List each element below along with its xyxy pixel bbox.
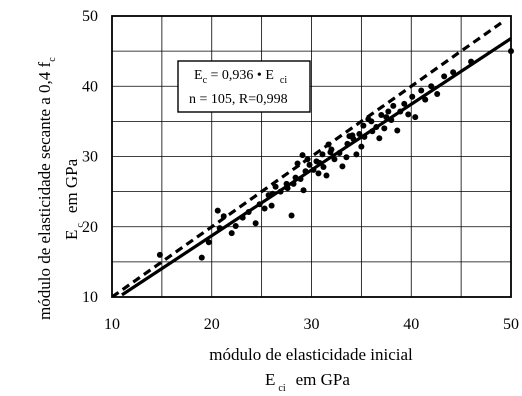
data-point: [205, 239, 212, 246]
data-point: [310, 166, 317, 173]
data-point: [428, 83, 435, 90]
data-point: [418, 87, 425, 94]
data-point: [412, 114, 419, 121]
data-point: [228, 230, 235, 237]
data-point: [327, 149, 334, 156]
y-tick-label: 30: [82, 149, 98, 166]
y-axis-unit-label: Ecem GPa: [62, 158, 86, 240]
data-point: [378, 112, 385, 119]
grid-lines: [112, 16, 511, 297]
y-tick-label: 40: [82, 78, 98, 95]
data-point: [394, 127, 401, 134]
data-point: [299, 152, 306, 159]
x-tick-label: 30: [304, 316, 320, 333]
data-point: [245, 208, 252, 215]
data-point: [261, 205, 268, 212]
data-point: [405, 111, 412, 118]
data-point: [313, 158, 320, 165]
data-point: [344, 140, 351, 147]
data-point: [319, 151, 326, 158]
data-point: [383, 114, 390, 121]
data-point: [376, 135, 383, 142]
data-point: [269, 190, 276, 197]
data-point: [369, 128, 376, 135]
data-point: [306, 161, 313, 168]
data-point: [294, 160, 301, 167]
data-point: [216, 225, 223, 232]
data-point: [388, 116, 395, 123]
x-tick-label: 20: [204, 316, 220, 333]
y-tick-label: 50: [82, 8, 98, 25]
data-point: [353, 151, 360, 158]
data-point: [232, 223, 239, 230]
data-point: [358, 143, 365, 150]
data-point: [390, 102, 397, 109]
data-points: [156, 48, 514, 261]
data-point: [220, 213, 227, 220]
data-point: [272, 183, 279, 190]
y-tick-label: 10: [82, 289, 98, 306]
x-tick-label: 40: [403, 316, 419, 333]
y-axis-title: módulo de elasticidade secante a 0,4 fc: [35, 57, 58, 320]
data-point: [409, 93, 416, 100]
x-tick-label: 50: [503, 316, 519, 333]
x-tick-labels: 10 20 30 40 50: [104, 316, 519, 333]
data-point: [214, 207, 221, 214]
regression-line: [121, 37, 511, 297]
data-point: [323, 172, 330, 179]
data-point: [325, 141, 332, 148]
data-point: [385, 108, 392, 115]
data-point: [373, 123, 380, 130]
data-point: [441, 73, 448, 80]
data-point: [361, 133, 368, 140]
data-point: [290, 180, 297, 187]
data-point: [297, 175, 304, 182]
x-axis-title: módulo de elasticidade inicial: [209, 345, 413, 364]
data-point: [239, 214, 246, 221]
data-point: [315, 170, 322, 177]
data-point: [198, 254, 205, 261]
data-point: [283, 180, 290, 187]
data-point: [343, 154, 350, 161]
data-point: [268, 202, 275, 209]
plot-frame: [111, 15, 512, 298]
data-point: [156, 251, 163, 258]
data-point: [422, 96, 429, 103]
data-point: [468, 58, 475, 65]
data-point: [401, 100, 408, 107]
x-tick-label: 10: [104, 316, 120, 333]
y-tick-label: 20: [82, 219, 98, 236]
data-point: [256, 201, 263, 208]
y-tick-labels: 10 20 30 40 50: [82, 8, 98, 306]
stats-line: n = 105, R=0,998: [189, 92, 288, 107]
data-point: [381, 125, 388, 132]
data-point: [368, 118, 375, 125]
svg-text:Ecem GPa: Ecem GPa: [62, 158, 86, 240]
data-point: [336, 149, 343, 156]
data-point: [397, 108, 404, 115]
data-point: [339, 163, 346, 170]
data-point: [252, 220, 259, 227]
data-point: [349, 132, 356, 139]
data-point: [320, 164, 327, 171]
data-point: [300, 187, 307, 194]
data-point: [434, 90, 441, 97]
data-point: [277, 188, 284, 195]
data-point: [331, 156, 338, 163]
svg-text:módulo de elasticidade secante: módulo de elasticidade secante a 0,4 fc: [35, 57, 58, 320]
data-point: [302, 168, 309, 175]
data-point: [356, 131, 363, 138]
data-point: [360, 122, 367, 129]
data-point: [450, 69, 457, 76]
data-point: [292, 174, 299, 181]
data-point: [288, 212, 295, 219]
data-point: [304, 156, 311, 163]
